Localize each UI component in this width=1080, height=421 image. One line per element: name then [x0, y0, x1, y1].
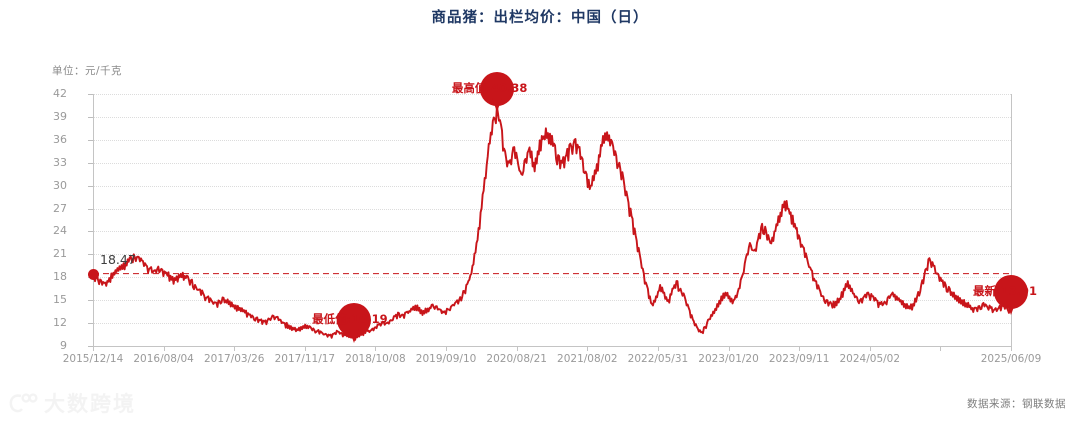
right-axis-line	[1011, 94, 1012, 346]
x-tick-label: 2023/01/20	[698, 353, 759, 365]
x-tick-label: 2019/09/10	[415, 353, 477, 365]
watermark-text: 大数跨境	[44, 392, 136, 416]
gridline	[93, 208, 1011, 210]
y-tick-label: 9	[60, 339, 67, 352]
y-tick-mark	[88, 254, 93, 256]
x-tick-label: 2017/11/17	[274, 353, 336, 365]
y-tick-label: 33	[53, 155, 67, 169]
x-tick-mark	[1011, 346, 1012, 351]
gridline	[93, 162, 1011, 164]
x-tick-label: 2021/08/02	[557, 353, 618, 365]
y-tick-label: 36	[53, 132, 67, 146]
y-tick-label: 24	[53, 224, 67, 238]
x-tick-label: 2024/05/02	[839, 353, 901, 365]
x-tick-mark	[869, 346, 871, 351]
gridline	[93, 116, 1011, 118]
x-tick-mark	[163, 346, 165, 351]
x-tick-mark	[940, 346, 942, 351]
gridline	[93, 94, 1011, 95]
y-tick-mark	[88, 300, 93, 302]
y-tick-mark	[88, 116, 93, 118]
x-tick-mark	[446, 346, 448, 351]
x-tick-mark	[516, 346, 518, 351]
y-tick-label: 30	[53, 178, 67, 192]
gridline	[93, 300, 1011, 302]
watermark: 大数跨境	[8, 388, 136, 418]
gridline	[93, 323, 1011, 325]
min-value-annotation-text: 最低值:10.19	[312, 311, 388, 326]
latest-value-annotation-text: 最新:13.91	[973, 283, 1037, 298]
y-tick-mark	[88, 346, 93, 347]
y-tick-label: 18	[53, 270, 67, 284]
x-tick-mark	[375, 346, 377, 351]
x-tick-label: 2023/09/11	[768, 353, 830, 365]
start-value-label: 18.47	[100, 251, 136, 267]
x-tick-label: 2018/10/08	[345, 353, 406, 365]
gridline	[93, 185, 1011, 187]
balloon-pin-icon	[994, 274, 1028, 315]
logo-icon	[9, 393, 38, 413]
x-tick-label: 2025/06/09	[980, 353, 1042, 365]
y-tick-mark	[88, 94, 93, 95]
x-tick-label: 2020/08/21	[486, 353, 547, 365]
y-axis-unit-label: 单位：元/千克	[52, 65, 123, 77]
x-tick-mark	[93, 346, 94, 351]
x-tick-mark	[657, 346, 659, 351]
y-tick-label: 12	[53, 316, 67, 330]
plot-area	[92, 94, 1012, 346]
x-tick-label: 2022/05/31	[627, 353, 689, 365]
x-tick-label: 2015/12/14	[62, 353, 124, 365]
gridline	[93, 277, 1011, 279]
x-tick-label: 2017/03/26	[203, 353, 265, 365]
y-tick-mark	[88, 208, 93, 210]
balloon-pin-icon	[337, 302, 372, 343]
y-tick-label: 21	[53, 247, 67, 261]
y-tick-label: 15	[53, 293, 67, 307]
x-tick-mark	[728, 346, 730, 351]
y-tick-mark	[88, 323, 93, 325]
y-axis-line	[93, 94, 94, 346]
x-tick-mark	[799, 346, 801, 351]
y-tick-label: 27	[53, 201, 67, 215]
y-tick-mark	[88, 231, 93, 233]
max-value-annotation-text: 最高值:40.38	[451, 81, 528, 96]
y-tick-label: 39	[53, 109, 67, 123]
x-axis-line	[93, 346, 1011, 347]
price-line	[92, 105, 1012, 341]
x-tick-mark	[587, 346, 589, 351]
gridline	[93, 231, 1011, 233]
y-tick-mark	[88, 139, 93, 141]
y-tick-label: 42	[53, 87, 67, 100]
y-tick-mark	[88, 162, 93, 164]
x-tick-mark	[234, 346, 236, 351]
x-tick-mark	[304, 346, 306, 351]
data-source-label: 数据来源：钢联数据	[967, 398, 1066, 410]
y-tick-mark	[88, 185, 93, 187]
gridline	[93, 254, 1011, 256]
x-tick-label: 2016/08/04	[133, 353, 194, 365]
balloon-pin-icon	[479, 72, 514, 113]
price-line-series	[92, 105, 1012, 341]
chart-title: 商品猪：出栏均价：中国（日）	[431, 9, 649, 26]
start-value-marker	[88, 268, 99, 280]
